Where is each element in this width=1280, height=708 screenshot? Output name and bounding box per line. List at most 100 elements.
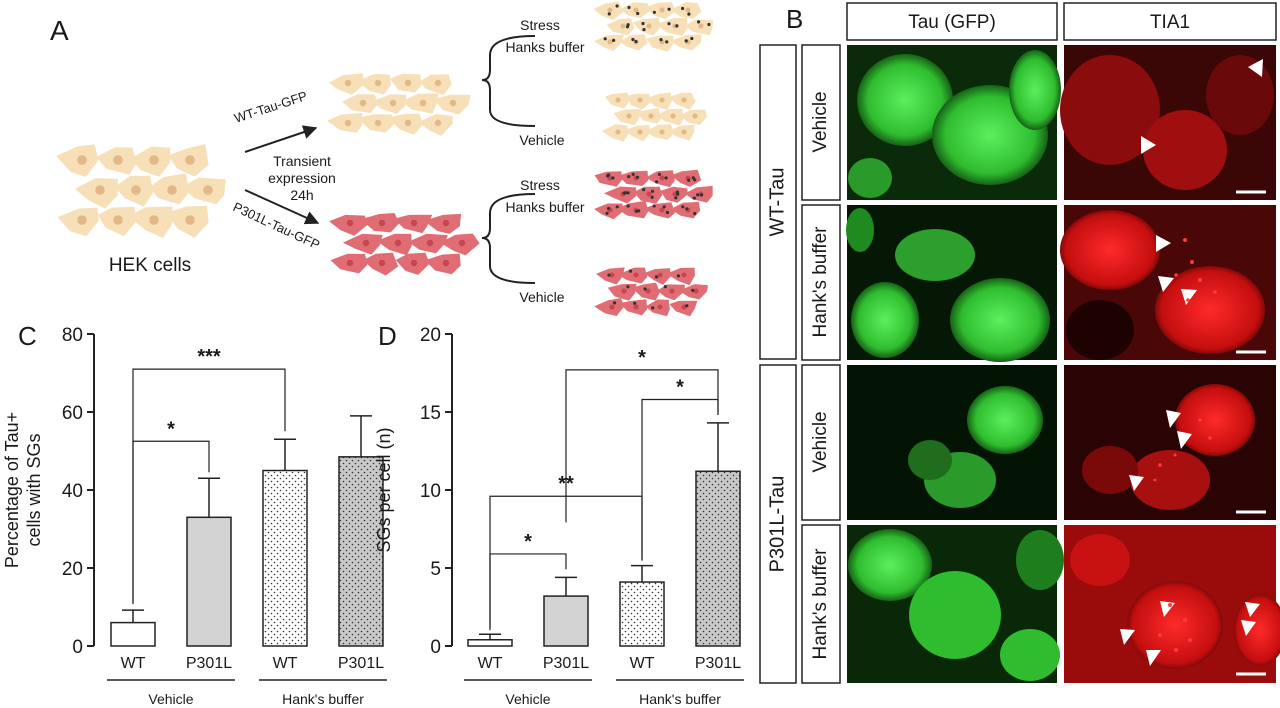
- schematic-nucleus: [657, 272, 663, 278]
- chart-d-ylabel: SGs per cell (n): [374, 427, 394, 552]
- schematic-nucleus: [77, 155, 87, 165]
- bar: [619, 581, 665, 647]
- wt-arrow: [244, 125, 318, 153]
- stress-granule: [693, 211, 697, 216]
- stress-granule: [681, 6, 685, 11]
- schematic-cell: [667, 124, 695, 141]
- schematic-cell: [376, 233, 412, 256]
- hek-cells-label: HEK cells: [109, 255, 191, 276]
- group-label: Hank's buffer: [639, 691, 721, 707]
- schematic-nucleus: [637, 97, 643, 103]
- stress-granule: [631, 172, 635, 176]
- scale-bars: [1236, 190, 1266, 676]
- schematic-nucleus: [167, 185, 177, 195]
- stress-granule: [652, 204, 656, 208]
- schematic-cell: [617, 170, 649, 187]
- schematic-nucleus: [346, 219, 354, 227]
- stress-granule: [607, 206, 611, 211]
- x-tick-label: P301L: [186, 655, 232, 672]
- stress-granule: [634, 209, 639, 213]
- schematic-cell: [656, 17, 688, 36]
- schematic-nucleus: [185, 215, 195, 225]
- schematic-cell: [645, 92, 672, 111]
- group-p301l-label: P301L-Tau: [766, 476, 788, 573]
- schematic-cell: [656, 108, 684, 126]
- stress-granule: [697, 20, 701, 24]
- schematic-nucleus: [659, 207, 665, 213]
- schematic-nucleus: [659, 175, 665, 181]
- group-label: Vehicle: [148, 691, 193, 707]
- schematic-nucleus: [692, 113, 698, 119]
- bar: [186, 516, 232, 647]
- p301l-stress-cell-cluster: [594, 169, 713, 220]
- schematic-nucleus: [693, 288, 699, 294]
- schematic-nucleus: [346, 259, 354, 267]
- col-header-tia1-box: [1063, 2, 1277, 41]
- p301l-vehicle-label: Vehicle: [519, 289, 564, 305]
- stress-granule: [611, 176, 615, 180]
- schematic-nucleus: [378, 259, 386, 267]
- bar: [262, 469, 308, 647]
- schematic-nucleus: [681, 129, 687, 135]
- stress-granule: [674, 196, 678, 200]
- stress-granule: [655, 180, 659, 184]
- pointer-arrowhead: [1177, 431, 1192, 449]
- pointer-arrowhead: [1166, 410, 1181, 428]
- pointer-arrowhead: [1245, 602, 1260, 617]
- schematic-nucleus: [657, 304, 663, 310]
- stress-granule: [631, 37, 635, 42]
- pointer-arrowhead: [1141, 136, 1156, 154]
- schematic-nucleus: [645, 288, 651, 294]
- schematic-nucleus: [607, 39, 613, 45]
- stress-granule: [642, 188, 646, 192]
- schematic-nucleus: [410, 219, 418, 227]
- y-tick-label: 5: [430, 559, 441, 580]
- tia1-image-p301l-vehicle: [1064, 365, 1276, 520]
- schematic-nucleus: [389, 99, 397, 107]
- hek-cell-cluster: [56, 143, 226, 239]
- stress-granule: [687, 178, 691, 182]
- schematic-nucleus: [609, 272, 615, 278]
- stress-granule: [607, 12, 611, 16]
- significance-label: *: [676, 377, 684, 399]
- stress-granule: [664, 176, 668, 180]
- schematic-nucleus: [374, 119, 382, 127]
- schematic-nucleus: [637, 129, 643, 135]
- schematic-nucleus: [607, 7, 613, 13]
- schematic-nucleus: [77, 215, 87, 225]
- stress-granule: [676, 274, 681, 278]
- significance-label: ***: [197, 346, 221, 368]
- x-tick-label: WT: [630, 655, 655, 672]
- row2-label: Hank's buffer: [810, 226, 831, 338]
- tia1-image-wt-vehicle: [1060, 45, 1276, 200]
- schematic-nucleus: [659, 7, 665, 13]
- schematic-cell: [357, 73, 391, 95]
- stress-granule: [627, 5, 631, 10]
- schematic-cell: [666, 267, 695, 286]
- stress-granule: [652, 10, 657, 14]
- significance-bracket: [565, 369, 719, 523]
- bar: [695, 470, 741, 647]
- pointer-arrowhead: [1181, 289, 1197, 305]
- row4-box: [801, 524, 841, 684]
- stress-granule: [626, 191, 630, 195]
- schematic-nucleus: [359, 99, 367, 107]
- stress-granule: [650, 195, 654, 199]
- schematic-cell: [601, 124, 629, 142]
- stress-granule: [681, 205, 685, 209]
- schematic-nucleus: [426, 239, 434, 247]
- schematic-nucleus: [626, 113, 632, 119]
- p301l-stress-label: Stress: [520, 177, 560, 193]
- group-label: Hank's buffer: [282, 691, 364, 707]
- y-tick-label: 80: [62, 325, 83, 346]
- stress-granule: [659, 38, 663, 42]
- pointer-arrowhead: [1129, 475, 1144, 491]
- schematic-nucleus: [95, 185, 105, 195]
- stress-granule: [685, 304, 689, 308]
- schematic-cell: [372, 94, 407, 115]
- schematic-nucleus: [698, 23, 704, 29]
- stress-granule: [607, 273, 611, 277]
- stress-granule: [651, 189, 655, 193]
- stress-granule: [626, 23, 630, 27]
- schematic-nucleus: [203, 185, 213, 195]
